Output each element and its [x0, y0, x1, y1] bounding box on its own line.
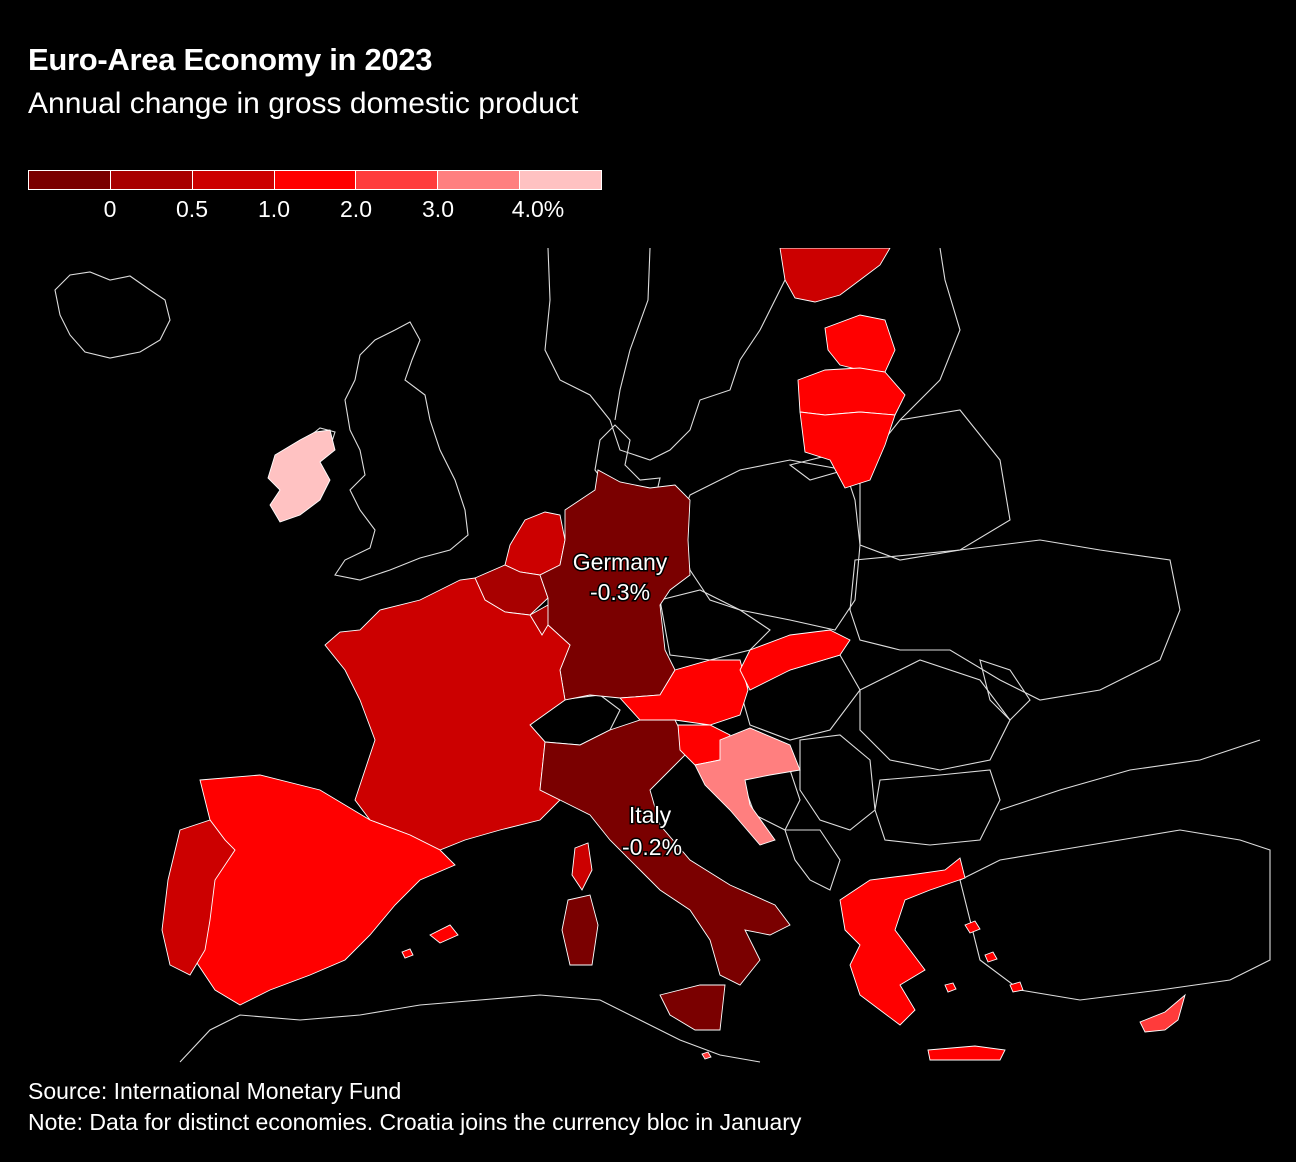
sicily-region: [659, 984, 726, 1031]
netherlands-region: [504, 511, 566, 576]
source-text: Source: International Monetary Fund: [28, 1078, 402, 1104]
legend-ticks: 0 0.5 1.0 2.0 3.0 4.0%: [28, 190, 602, 222]
legend-tick: 0: [103, 196, 117, 222]
aegean-island: [944, 982, 957, 993]
legend-tick: 3.0: [422, 196, 454, 222]
chart-subtitle: Annual change in gross domestic product: [28, 87, 579, 120]
italy-label-value: -0.2%: [622, 834, 682, 860]
legend-swatch: [110, 171, 193, 189]
ireland-region: [267, 429, 336, 523]
cyprus-region: [1139, 993, 1186, 1033]
iceland-outline: [54, 271, 171, 359]
moldova-outline: [979, 659, 1031, 721]
sardinia-region: [561, 894, 599, 966]
germany-label-value: -0.3%: [590, 579, 650, 605]
legend-swatch: [274, 171, 357, 189]
croatia-region: [694, 727, 801, 846]
balearic-island: [401, 948, 414, 959]
aegean-island: [964, 920, 981, 934]
finland-region: [779, 248, 891, 303]
europe-map: Germany -0.3% Italy -0.2%: [54, 248, 1271, 1063]
norway-sweden-border: [614, 248, 651, 421]
austria-region: [619, 659, 749, 726]
legend-swatch: [192, 171, 275, 189]
legend-swatch: [356, 171, 439, 189]
legend-swatch: [520, 171, 602, 189]
crete-region: [927, 1045, 1006, 1061]
greece-region: [839, 857, 966, 1026]
note-text: Note: Data for distinct economies. Croat…: [28, 1109, 802, 1135]
lithuania-region: [799, 411, 896, 489]
turkey-outline: [959, 829, 1271, 1001]
balearic-island: [429, 924, 459, 944]
legend-tick: 2.0: [340, 196, 372, 222]
aegean-island: [1009, 981, 1024, 993]
portugal-region: [161, 819, 236, 976]
bulgaria-outline: [874, 769, 1001, 846]
legend-bar: [28, 170, 602, 190]
serbia-outline: [799, 734, 876, 831]
russia-border: [899, 248, 961, 421]
germany-label-name: Germany: [573, 549, 668, 575]
great-britain-outline: [334, 321, 469, 581]
aegean-island: [984, 951, 998, 963]
belarus-outline: [859, 409, 1011, 561]
latvia-region: [797, 367, 906, 416]
chart-title: Euro-Area Economy in 2023: [28, 42, 433, 77]
poland-outline: [679, 459, 861, 631]
euro-area-countries: [161, 248, 1186, 1061]
legend-swatch: [29, 171, 111, 189]
color-legend: 0 0.5 1.0 2.0 3.0 4.0%: [28, 170, 602, 222]
corsica-region: [571, 842, 593, 891]
legend-swatch: [438, 171, 521, 189]
balkans-outline: [784, 829, 841, 891]
italy-label-name: Italy: [629, 802, 672, 828]
legend-tick: 4.0%: [511, 196, 565, 222]
black-sea-coast: [999, 739, 1261, 811]
ukraine-outline: [849, 539, 1181, 701]
legend-tick: 1.0: [258, 196, 290, 222]
czechia-outline: [659, 589, 771, 661]
slovakia-region: [739, 629, 851, 691]
malta-region: [701, 1051, 712, 1060]
north-africa-coast: [179, 994, 761, 1063]
scandinavia-outline: [544, 248, 796, 461]
estonia-region: [824, 314, 896, 373]
legend-tick: 0.5: [176, 196, 208, 222]
romania-outline: [859, 659, 1011, 771]
